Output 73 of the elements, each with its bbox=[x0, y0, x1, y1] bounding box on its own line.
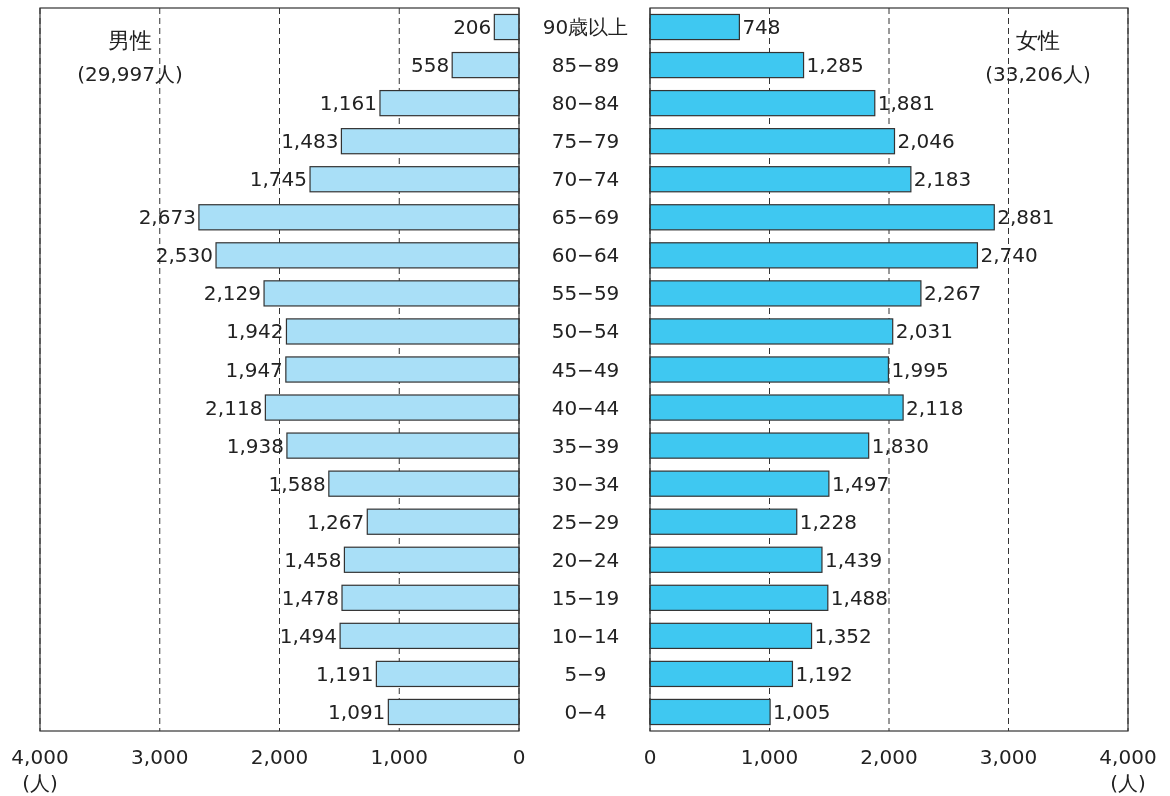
x-tick-label: 0 bbox=[512, 745, 526, 769]
data-label: 1,267 bbox=[307, 509, 365, 534]
data-label: 1,494 bbox=[279, 623, 338, 648]
data-label: 2,183 bbox=[913, 167, 972, 192]
y-tick-label: 40−44 bbox=[551, 395, 620, 420]
x-tick-label: 0 bbox=[643, 745, 657, 769]
y-tick-label: 30−34 bbox=[551, 471, 620, 496]
x-tick-label: 2,000 bbox=[860, 745, 918, 769]
data-label: 1,192 bbox=[795, 661, 853, 686]
y-tick-label: 80−84 bbox=[551, 91, 620, 116]
x-tick-label: 1,000 bbox=[740, 745, 799, 769]
y-tick-label: 65−69 bbox=[551, 205, 620, 230]
y-tick-label: 20−24 bbox=[551, 547, 620, 572]
x-tick-label: 4,000 bbox=[11, 745, 69, 769]
data-label: 2,118 bbox=[906, 395, 964, 420]
data-label: 2,046 bbox=[897, 129, 955, 154]
x-axis-title: (人) bbox=[1110, 771, 1146, 795]
x-axis-title: (人) bbox=[22, 771, 58, 795]
y-tick-label: 5−9 bbox=[564, 661, 607, 686]
data-label: 1,228 bbox=[799, 509, 858, 534]
data-label: 1,191 bbox=[316, 661, 374, 686]
data-label: 2,129 bbox=[203, 281, 262, 306]
data-label: 1,483 bbox=[281, 129, 339, 154]
data-label: 2,118 bbox=[205, 395, 263, 420]
data-label: 1,938 bbox=[226, 433, 284, 458]
data-label: 2,881 bbox=[997, 205, 1055, 230]
y-tick-label: 50−54 bbox=[551, 319, 620, 344]
y-tick-label: 75−79 bbox=[551, 129, 620, 154]
data-label: 748 bbox=[742, 15, 781, 40]
data-label: 1,161 bbox=[319, 91, 377, 116]
data-label: 558 bbox=[410, 53, 450, 78]
text: 女性 bbox=[1016, 28, 1060, 53]
data-label: 2,031 bbox=[895, 319, 953, 344]
data-label: 1,881 bbox=[877, 91, 936, 116]
text: 男性 bbox=[108, 28, 152, 53]
y-tick-label: 70−74 bbox=[551, 167, 620, 192]
data-label: 1,830 bbox=[871, 433, 929, 458]
x-tick-label: 4,000 bbox=[1099, 745, 1157, 769]
data-label: 1,091 bbox=[328, 699, 386, 724]
y-tick-label: 85−89 bbox=[551, 53, 620, 78]
data-label: 1,497 bbox=[831, 471, 890, 496]
x-tick-label: 1,000 bbox=[370, 745, 428, 769]
x-tick-label: 3,000 bbox=[979, 745, 1038, 769]
text: (29,997人) bbox=[77, 62, 183, 86]
y-tick-label: 25−29 bbox=[551, 509, 620, 534]
data-label: 2,530 bbox=[155, 243, 214, 268]
x-tick-label: 3,000 bbox=[131, 745, 189, 769]
y-tick-label: 10−14 bbox=[551, 623, 620, 648]
data-label: 1,995 bbox=[891, 357, 949, 382]
data-label: 2,267 bbox=[923, 281, 982, 306]
y-tick-label: 15−19 bbox=[551, 585, 620, 610]
y-tick-label: 45−49 bbox=[551, 357, 620, 382]
y-tick-label: 35−39 bbox=[551, 433, 620, 458]
y-tick-label: 0−4 bbox=[564, 699, 607, 724]
y-tick-label: 90歳以上 bbox=[542, 15, 629, 40]
data-label: 1,942 bbox=[226, 319, 284, 344]
data-label: 2,740 bbox=[980, 243, 1038, 268]
data-label: 2,673 bbox=[138, 205, 196, 230]
data-label: 1,005 bbox=[773, 699, 831, 724]
data-label: 1,285 bbox=[806, 53, 864, 78]
x-tick-label: 2,000 bbox=[250, 745, 309, 769]
data-label: 1,352 bbox=[814, 623, 872, 648]
y-tick-label: 60−64 bbox=[551, 243, 620, 268]
data-label: 1,439 bbox=[824, 547, 883, 572]
data-label: 1,745 bbox=[249, 167, 308, 192]
y-tick-label: 55−59 bbox=[551, 281, 620, 306]
text: (33,206人) bbox=[985, 62, 1091, 86]
data-label: 1,478 bbox=[281, 585, 340, 610]
data-label: 1,488 bbox=[830, 585, 889, 610]
data-label: 1,458 bbox=[284, 547, 342, 572]
data-label: 206 bbox=[453, 15, 492, 40]
data-label: 1,588 bbox=[268, 471, 326, 496]
data-label: 1,947 bbox=[225, 357, 283, 382]
